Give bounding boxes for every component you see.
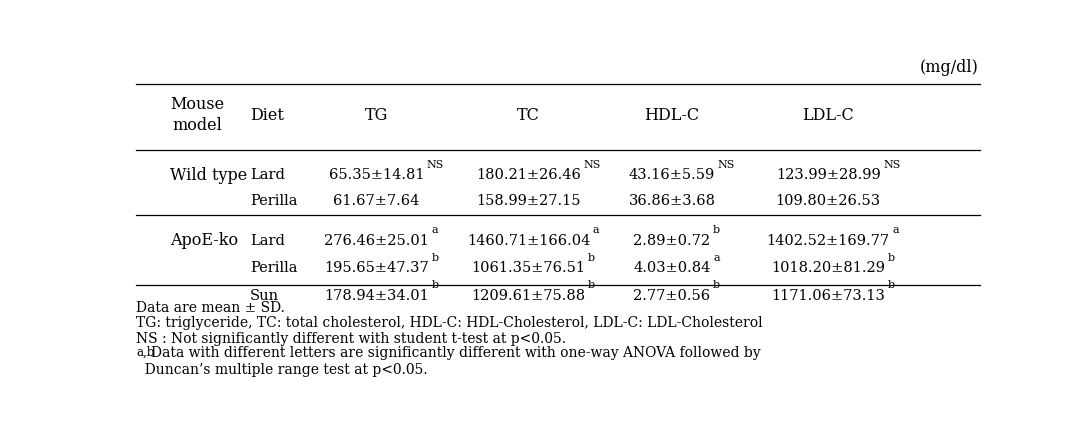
Text: 158.99±27.15: 158.99±27.15 xyxy=(476,194,580,208)
Text: TC: TC xyxy=(517,107,540,124)
Text: 36.86±3.68: 36.86±3.68 xyxy=(628,194,715,208)
Text: 1018.20±81.29: 1018.20±81.29 xyxy=(771,261,885,275)
Text: 1402.52±169.77: 1402.52±169.77 xyxy=(767,234,890,248)
Text: Data are mean ± SD.: Data are mean ± SD. xyxy=(136,301,285,315)
Text: 178.94±34.01: 178.94±34.01 xyxy=(325,289,429,303)
Text: 180.21±26.46: 180.21±26.46 xyxy=(476,169,582,182)
Text: b: b xyxy=(588,253,596,263)
Text: Diet: Diet xyxy=(250,107,284,124)
Text: 4.03±0.84: 4.03±0.84 xyxy=(634,261,711,275)
Text: Data with different letters are significantly different with one-way ANOVA follo: Data with different letters are signific… xyxy=(151,346,761,360)
Text: NS : Not significantly different with student t-test at p<0.05.: NS : Not significantly different with st… xyxy=(136,332,566,346)
Text: Lard: Lard xyxy=(250,234,285,248)
Text: 195.65±47.37: 195.65±47.37 xyxy=(325,261,429,275)
Text: (mg/dl): (mg/dl) xyxy=(919,59,978,76)
Text: LDL-C: LDL-C xyxy=(803,107,854,124)
Text: Sun: Sun xyxy=(250,289,279,303)
Text: HDL-C: HDL-C xyxy=(645,107,699,124)
Text: b: b xyxy=(713,281,720,290)
Text: Lard: Lard xyxy=(250,169,285,182)
Text: Duncan’s multiple range test at p<0.05.: Duncan’s multiple range test at p<0.05. xyxy=(136,363,428,377)
Text: ApoE-ko: ApoE-ko xyxy=(170,232,238,249)
Text: a: a xyxy=(892,225,898,235)
Text: NS: NS xyxy=(584,160,601,170)
Text: 1209.61±75.88: 1209.61±75.88 xyxy=(472,289,586,303)
Text: b: b xyxy=(431,281,439,290)
Text: 65.35±14.81: 65.35±14.81 xyxy=(329,169,425,182)
Text: b: b xyxy=(431,253,439,263)
Text: a: a xyxy=(713,253,720,263)
Text: Perilla: Perilla xyxy=(250,261,297,275)
Text: 2.89±0.72: 2.89±0.72 xyxy=(634,234,711,248)
Text: Perilla: Perilla xyxy=(250,194,297,208)
Text: NS: NS xyxy=(718,160,735,170)
Text: 109.80±26.53: 109.80±26.53 xyxy=(775,194,881,208)
Text: a: a xyxy=(431,225,438,235)
Text: Mouse
model: Mouse model xyxy=(170,96,224,134)
Text: 123.99±28.99: 123.99±28.99 xyxy=(775,169,881,182)
Text: TG: triglyceride, TC: total cholesterol, HDL-C: HDL-Cholesterol, LDL-C: LDL-Chol: TG: triglyceride, TC: total cholesterol,… xyxy=(136,316,762,330)
Text: b: b xyxy=(713,225,720,235)
Text: NS: NS xyxy=(427,160,444,170)
Text: TG: TG xyxy=(365,107,389,124)
Text: 1061.35±76.51: 1061.35±76.51 xyxy=(472,261,586,275)
Text: 43.16±5.59: 43.16±5.59 xyxy=(629,169,715,182)
Text: 276.46±25.01: 276.46±25.01 xyxy=(325,234,429,248)
Text: Wild type: Wild type xyxy=(170,167,247,184)
Text: b: b xyxy=(588,281,596,290)
Text: a: a xyxy=(592,225,599,235)
Text: 61.67±7.64: 61.67±7.64 xyxy=(333,194,420,208)
Text: 1171.06±73.13: 1171.06±73.13 xyxy=(771,289,885,303)
Text: 2.77±0.56: 2.77±0.56 xyxy=(634,289,711,303)
Text: 1460.71±166.04: 1460.71±166.04 xyxy=(467,234,590,248)
Text: b: b xyxy=(888,281,895,290)
Text: NS: NS xyxy=(883,160,901,170)
Text: b: b xyxy=(888,253,895,263)
Text: a,b: a,b xyxy=(136,346,155,359)
